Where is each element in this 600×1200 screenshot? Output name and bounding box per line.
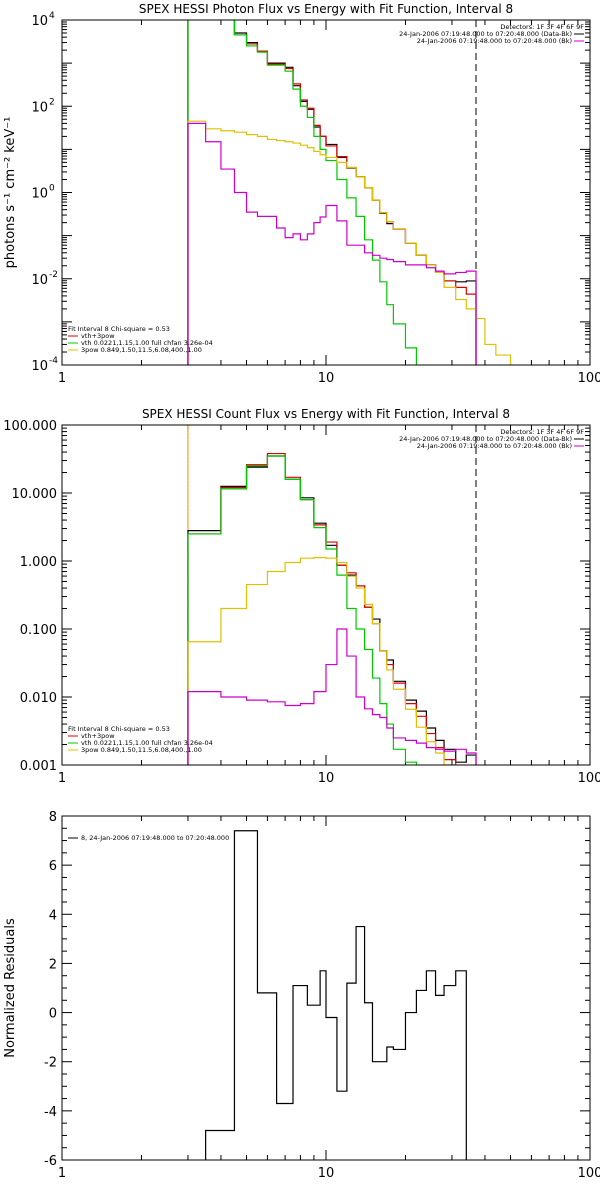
y-tick-label: 10 bbox=[31, 359, 48, 374]
series-histogram-5 bbox=[187, 122, 477, 365]
series-histogram-4 bbox=[187, 120, 512, 365]
y-tick-label: 0.001 bbox=[20, 759, 57, 774]
series-histogram-1 bbox=[187, 20, 477, 365]
y-axis: 0.001 0.010 0.100 1.000 10.000 100.000 bbox=[3, 419, 590, 774]
y-tick-exponent: -2 bbox=[49, 270, 58, 280]
y-axis: -6 -4 -2 0 2 4 6 8 bbox=[44, 810, 590, 1169]
x-tick-label: 1 bbox=[58, 371, 66, 386]
legend-entry: vth+3pow bbox=[81, 732, 115, 740]
plot-area bbox=[187, 425, 497, 765]
legend-entry: 8, 24-Jan-2006 07:19:48.000 to 07:20:48.… bbox=[81, 834, 229, 842]
legend-entry: Fit Interval 8 Chi-square = 0.53 bbox=[68, 725, 170, 733]
y-tick-exponent: -4 bbox=[49, 356, 58, 366]
y-tick-label: 10 bbox=[31, 14, 48, 29]
y-axis-label: Normalized Residuals bbox=[3, 918, 18, 1058]
x-tick-label: 100 bbox=[578, 371, 600, 386]
series-histogram-2 bbox=[187, 452, 477, 765]
legend-entry: vth+3pow bbox=[81, 332, 115, 340]
y-tick-label: 1.000 bbox=[20, 555, 57, 570]
x-tick-label: 100 bbox=[578, 1166, 600, 1181]
y-tick-label: -4 bbox=[44, 1105, 57, 1120]
chart-title: SPEX HESSI Count Flux vs Energy with Fit… bbox=[142, 407, 510, 421]
series-histogram-1 bbox=[187, 830, 477, 1160]
legend-entry: 24-Jan-2006 07:19:48.000 to 07:20:48.000… bbox=[417, 37, 572, 45]
legend-entry: vth 0.0221,1.15,1.00 full chfan 3.26e-04 bbox=[81, 739, 213, 747]
plot-area bbox=[187, 20, 512, 365]
series-histogram-3 bbox=[187, 455, 445, 765]
series-histogram-5 bbox=[187, 628, 477, 765]
x-tick-label: 1 bbox=[58, 1166, 66, 1181]
chart-panel-1: SPEX HESSI Photon Flux vs Energy with Fi… bbox=[3, 2, 600, 386]
y-tick-label: -2 bbox=[44, 1056, 57, 1071]
legend-left: Fit Interval 8 Chi-square = 0.53vth+3pow… bbox=[68, 325, 213, 354]
y-tick-label: 6 bbox=[49, 859, 57, 874]
y-tick-label: 0.100 bbox=[20, 623, 57, 638]
legend-entry: Detectors: 1F 3F 4F 6F 9F bbox=[500, 23, 584, 31]
y-tick-label: -6 bbox=[44, 1154, 57, 1169]
y-tick-label: 8 bbox=[49, 810, 57, 825]
series-histogram-3 bbox=[187, 20, 445, 365]
x-tick-label: 10 bbox=[318, 371, 335, 386]
x-axis: 1 10 100 bbox=[58, 816, 600, 1181]
legend-left: Fit Interval 8 Chi-square = 0.53vth+3pow… bbox=[68, 725, 213, 754]
chart-title: SPEX HESSI Photon Flux vs Energy with Fi… bbox=[139, 2, 513, 16]
plot-frame bbox=[61, 424, 591, 766]
plot-frame bbox=[61, 19, 591, 366]
chart-panel-2: SPEX HESSI Count Flux vs Energy with Fit… bbox=[3, 407, 600, 786]
legend-entry: 24-Jan-2006 07:19:48.000 to 07:20:48.000… bbox=[399, 435, 572, 443]
y-tick-label: 0.010 bbox=[20, 691, 57, 706]
y-tick-label: 10 bbox=[31, 187, 48, 202]
series-histogram-2 bbox=[187, 20, 477, 365]
x-tick-label: 10 bbox=[318, 1166, 335, 1181]
legend-left: 8, 24-Jan-2006 07:19:48.000 to 07:20:48.… bbox=[68, 834, 229, 842]
legend-entry: 3pow 0.849,1.50,11.5,6.08,400.,1.00 bbox=[81, 346, 202, 354]
y-tick-label: 4 bbox=[49, 908, 57, 923]
legend-entry: Detectors: 1F 3F 4F 6F 9F bbox=[500, 428, 584, 436]
legend-entry: vth 0.0221,1.15,1.00 full chfan 3.26e-04 bbox=[81, 339, 213, 347]
chart-panel-3: 1 10 100 -6 -4 -2 0 2 4 6 8 Normalized Residuals 8, … bbox=[3, 810, 600, 1181]
y-tick-label: 10 bbox=[31, 100, 48, 115]
y-axis-label: photons s⁻¹ cm⁻² keV⁻¹ bbox=[3, 117, 18, 269]
y-tick-exponent: 2 bbox=[49, 97, 55, 107]
y-tick-label: 10 bbox=[31, 273, 48, 288]
plot-area bbox=[187, 830, 477, 1160]
y-tick-label: 0 bbox=[49, 1007, 57, 1022]
legend-entry: 24-Jan-2006 07:19:48.000 to 07:20:48.000… bbox=[417, 442, 572, 450]
series-histogram-4 bbox=[187, 557, 497, 765]
legend-entry: 24-Jan-2006 07:19:48.000 to 07:20:48.000… bbox=[399, 30, 572, 38]
y-tick-label: 10.000 bbox=[12, 487, 58, 502]
series-histogram-1 bbox=[187, 455, 477, 765]
y-tick-exponent: 0 bbox=[49, 184, 55, 194]
y-tick-label: 2 bbox=[49, 957, 57, 972]
legend-entry: 3pow 0.849,1.50,11.5,6.08,400.,1.00 bbox=[81, 746, 202, 754]
y-tick-label: 100.000 bbox=[3, 419, 57, 434]
x-tick-label: 1 bbox=[58, 771, 66, 786]
y-tick-exponent: 4 bbox=[49, 11, 55, 21]
x-tick-label: 10 bbox=[318, 771, 335, 786]
legend-entry: Fit Interval 8 Chi-square = 0.53 bbox=[68, 325, 170, 333]
plot-frame bbox=[61, 815, 591, 1161]
x-tick-label: 100 bbox=[578, 771, 600, 786]
